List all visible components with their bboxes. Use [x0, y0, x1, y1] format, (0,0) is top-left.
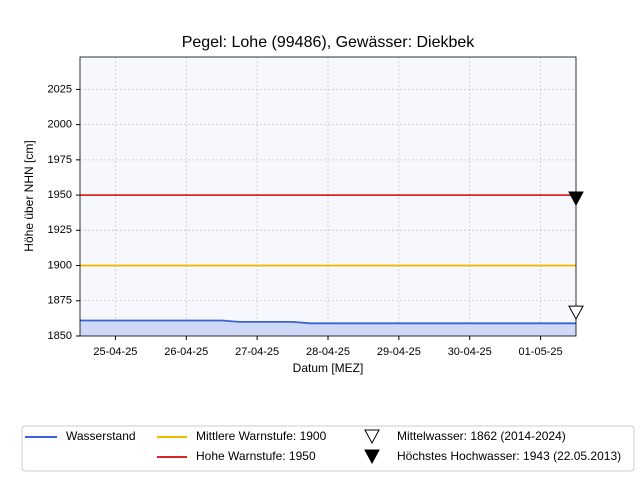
- x-tick-label: 27-04-25: [235, 346, 279, 358]
- x-axis-label: Datum [MEZ]: [293, 361, 364, 375]
- x-tick-label: 25-04-25: [93, 346, 137, 358]
- legend-label: Wasserstand: [66, 429, 136, 443]
- y-tick-label: 1975: [48, 154, 72, 166]
- marker: [568, 191, 584, 207]
- marker: [568, 305, 584, 321]
- y-tick-label: 2025: [48, 83, 72, 95]
- legend-label: Mittlere Warnstufe: 1900: [196, 429, 327, 443]
- y-tick-label: 1900: [48, 259, 72, 271]
- y-tick-label: 1850: [48, 330, 72, 342]
- x-tick-label: 30-04-25: [448, 346, 492, 358]
- x-tick-label: 26-04-25: [164, 346, 208, 358]
- y-tick-label: 1875: [48, 295, 72, 307]
- legend-label: Mittelwasser: 1862 (2014-2024): [397, 429, 566, 443]
- area: [80, 320, 576, 336]
- x-tick-label: 29-04-25: [377, 346, 421, 358]
- legend-label: Hohe Warnstufe: 1950: [196, 449, 316, 463]
- legend-swatch: [364, 429, 380, 445]
- line: [80, 319, 576, 325]
- y-tick-label: 1925: [48, 224, 72, 236]
- legend-swatch: [364, 449, 380, 465]
- x-tick-label: 28-04-25: [306, 346, 350, 358]
- x-tick-label: 01-05-25: [519, 346, 563, 358]
- y-tick-label: 2000: [48, 119, 72, 131]
- chart-title: Pegel: Lohe (99486), Gewässer: Diekbek: [182, 34, 476, 51]
- y-axis-label: Höhe über NHN [cm]: [22, 140, 36, 251]
- y-tick-label: 1950: [48, 189, 72, 201]
- legend-label: Höchstes Hochwasser: 1943 (22.05.2013): [397, 449, 621, 463]
